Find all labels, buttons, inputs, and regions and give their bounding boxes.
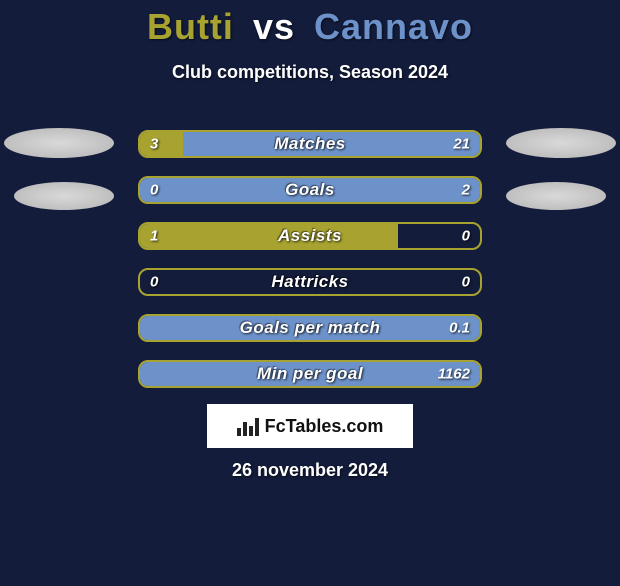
stat-value-right: 2 <box>462 182 470 199</box>
stat-value-right: 21 <box>453 136 470 153</box>
stat-value-left: 3 <box>150 136 158 153</box>
player-silhouette-icon <box>14 182 114 210</box>
date-text: 26 november 2024 <box>0 460 620 481</box>
stat-bars: Matches321Goals02Assists10Hattricks00Goa… <box>138 130 482 406</box>
stat-value-left: 1 <box>150 228 158 245</box>
stat-bar-row: Min per goal1162 <box>138 360 482 388</box>
fctables-logo: FcTables.com <box>207 404 413 448</box>
subtitle: Club competitions, Season 2024 <box>0 62 620 83</box>
stat-label: Assists <box>140 226 480 246</box>
stat-value-right: 1162 <box>438 366 470 383</box>
stat-label: Matches <box>140 134 480 154</box>
vs-text: vs <box>253 6 295 47</box>
stat-value-left: 0 <box>150 182 158 199</box>
stat-bar-row: Matches3 21 <box>138 130 482 158</box>
stat-bar-row: Hattricks0 0 <box>138 268 482 296</box>
logo-text: FcTables.com <box>265 416 384 437</box>
player-silhouette-icon <box>506 182 606 210</box>
stat-bar-row: Goals0 2 <box>138 176 482 204</box>
stat-bar-row: Assists1 0 <box>138 222 482 250</box>
stat-value-left: 0 <box>150 274 158 291</box>
stat-value-right: 0.1 <box>449 320 470 337</box>
player-silhouette-icon <box>4 128 114 158</box>
comparison-title: Butti vs Cannavo <box>0 6 620 48</box>
stat-value-right: 0 <box>462 274 470 291</box>
stat-bar-row: Goals per match0.1 <box>138 314 482 342</box>
player-silhouette-icon <box>506 128 616 158</box>
bar-chart-icon <box>237 416 259 436</box>
stat-label: Goals per match <box>140 318 480 338</box>
stat-label: Goals <box>140 180 480 200</box>
stat-label: Hattricks <box>140 272 480 292</box>
player1-name: Butti <box>147 6 234 47</box>
stat-label: Min per goal <box>140 364 480 384</box>
player2-name: Cannavo <box>314 6 473 47</box>
stat-value-right: 0 <box>462 228 470 245</box>
